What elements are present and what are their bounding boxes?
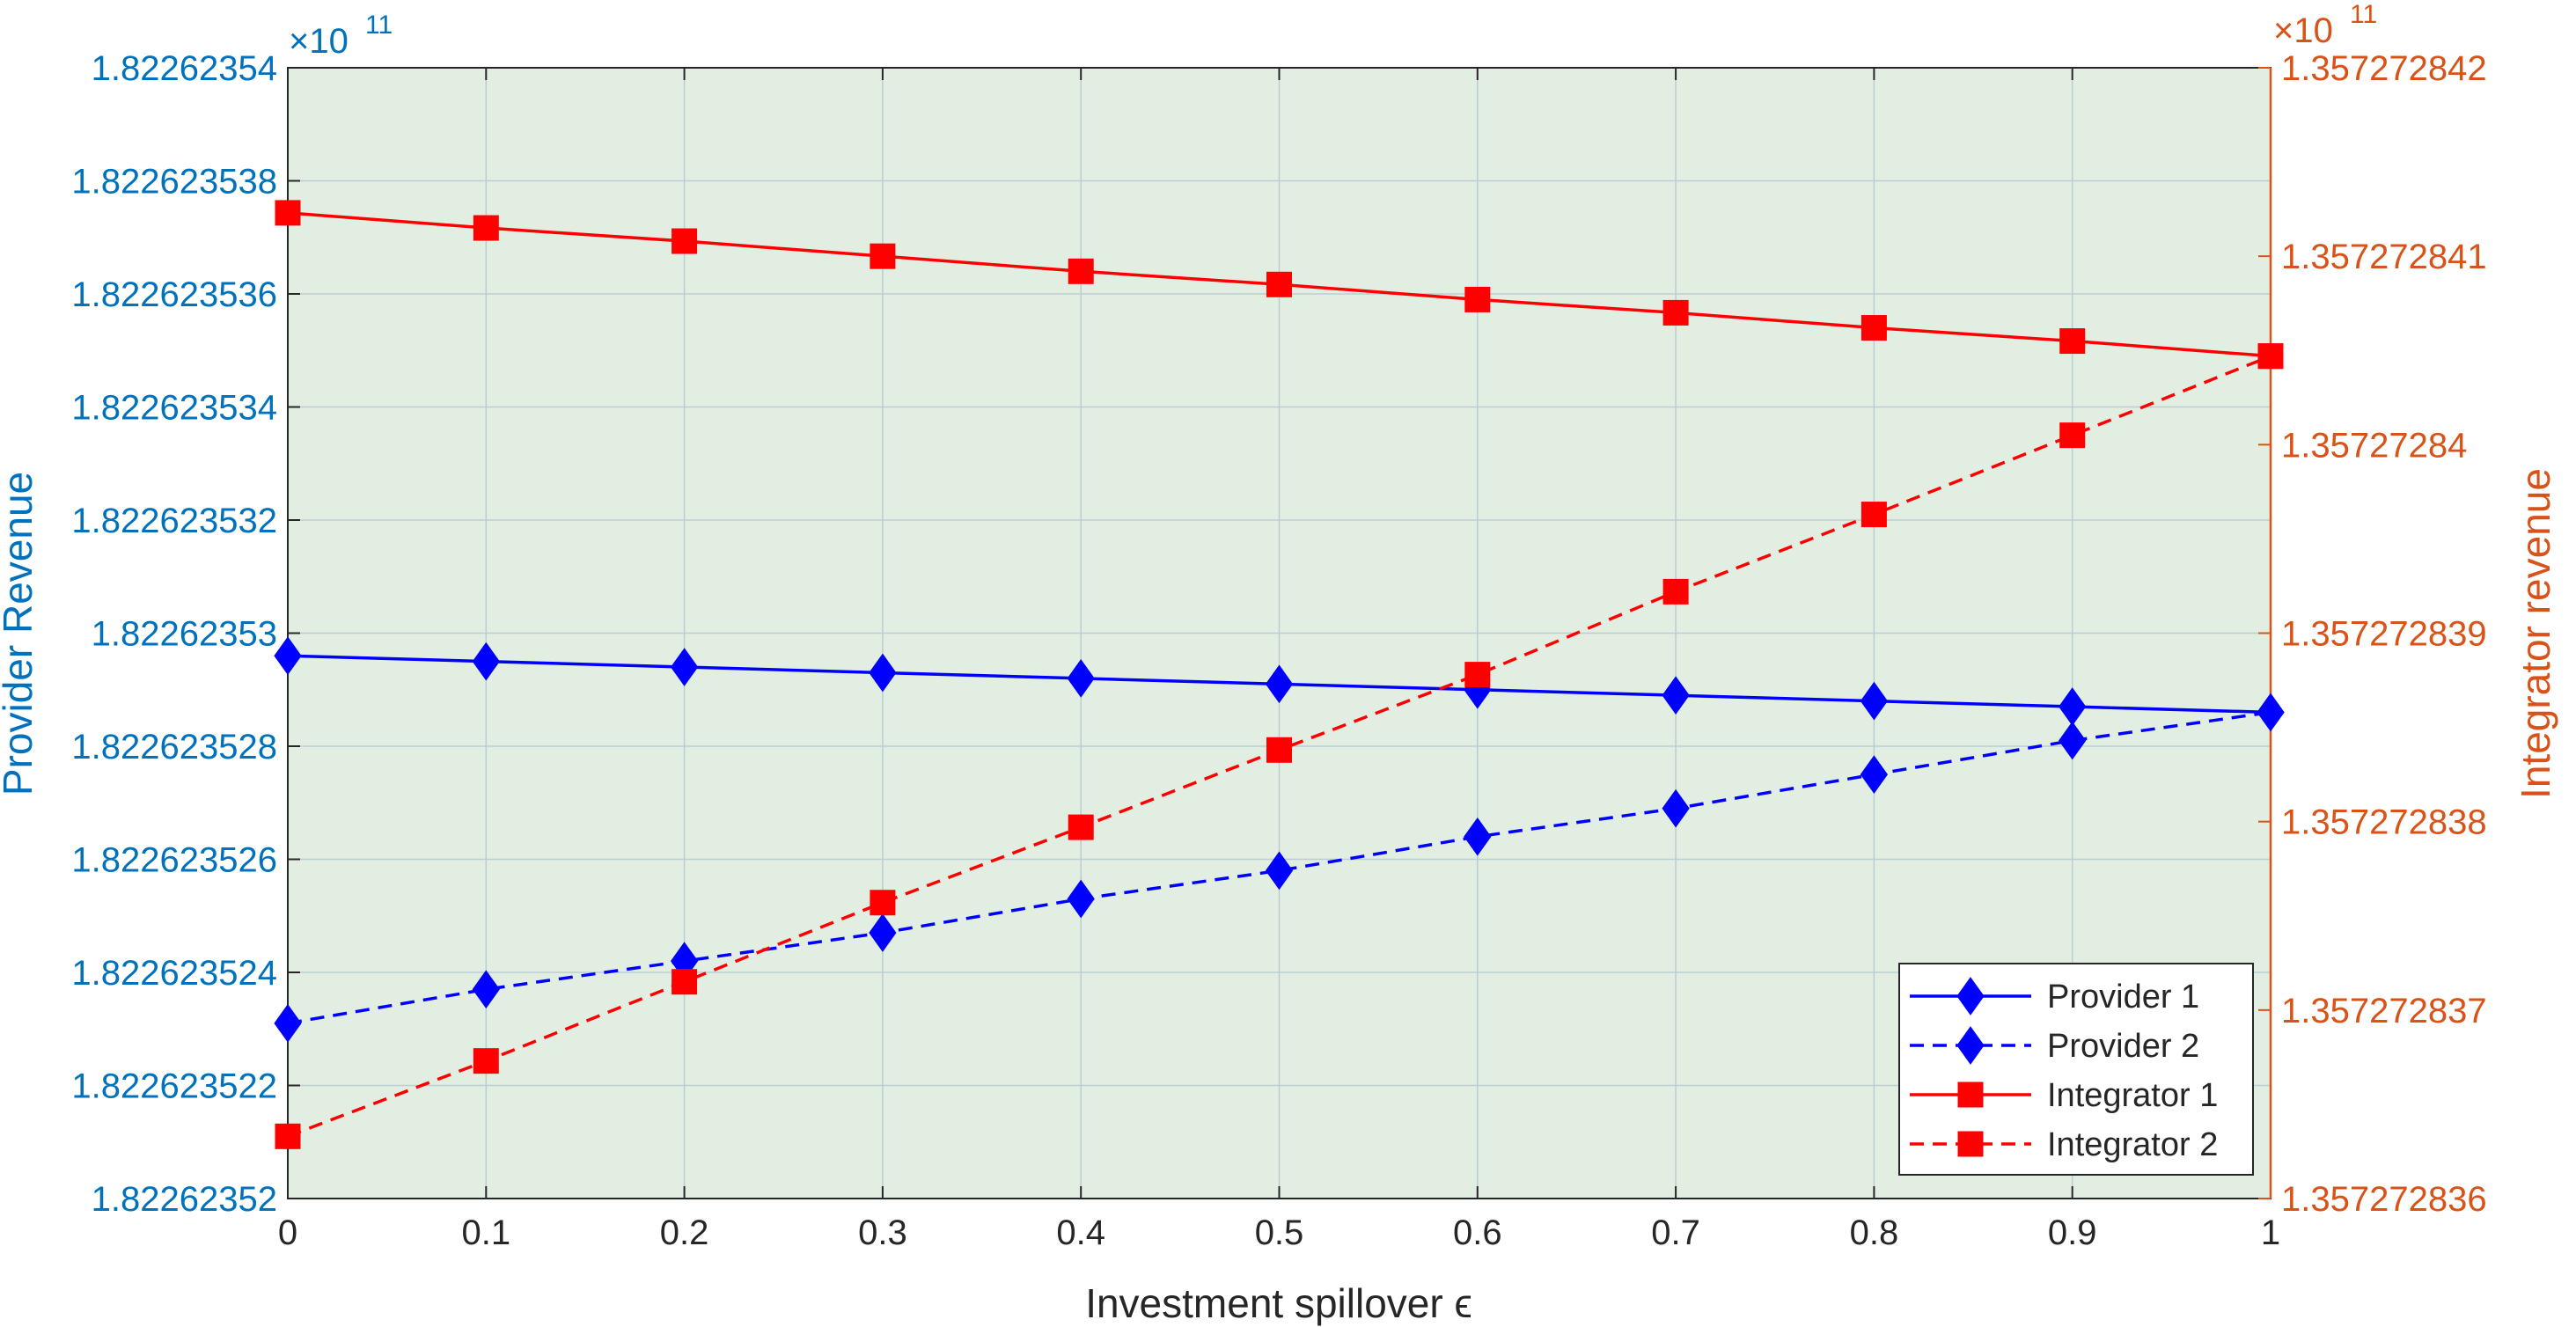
y-left-tick-label: 1.822623528 — [71, 728, 277, 766]
legend-item-provider-2: Provider 2 — [1910, 1026, 2199, 1065]
data-point-provider-1 — [1860, 681, 1889, 721]
data-point-provider-2 — [2257, 693, 2285, 732]
y-right-axis-label: Integrator revenue — [2513, 468, 2558, 799]
y-right-tick-label: 1.357272836 — [2281, 1180, 2487, 1219]
data-point-provider-1 — [274, 636, 302, 676]
data-point-integrator-1 — [1860, 315, 1887, 341]
data-point-integrator-2 — [275, 1123, 301, 1149]
data-point-provider-1 — [472, 642, 500, 681]
right-exponent-base: ×10 — [2273, 11, 2333, 50]
data-point-provider-2 — [2059, 721, 2087, 760]
data-point-integrator-1 — [1266, 271, 1292, 297]
y-left-axis-label: Provider Revenue — [0, 472, 40, 795]
data-point-integrator-2 — [870, 890, 896, 916]
legend-item-integrator-2: Integrator 2 — [1910, 1126, 2218, 1163]
series-provider-2 — [274, 693, 2285, 1043]
data-point-integrator-2 — [672, 969, 698, 995]
data-point-provider-2 — [1067, 879, 1095, 919]
data-point-integrator-1 — [1464, 286, 1491, 312]
series-line-provider-2 — [287, 710, 2271, 1025]
data-point-integrator-2 — [1662, 578, 1689, 605]
x-tick-label: 0 — [278, 1213, 297, 1252]
y-right-tick-label: 1.357272837 — [2281, 992, 2487, 1030]
data-point-integrator-2 — [1266, 737, 1292, 763]
data-point-integrator-1 — [870, 243, 896, 269]
data-point-integrator-1 — [1068, 258, 1094, 284]
series-integrator-2 — [275, 343, 2284, 1149]
data-point-integrator-2 — [2257, 343, 2284, 370]
legend-marker — [1956, 1026, 1985, 1065]
y-left-tick-label: 1.822623532 — [71, 502, 277, 540]
axes: 0 0.1 0.2 0.3 0.4 0.5 0.6 0.7 0.8 0.9 1 1.82262352 1… — [71, 49, 2486, 1252]
left-exponent-label: ×10 11 — [289, 11, 393, 61]
data-point-provider-2 — [1464, 817, 1492, 856]
y-right-tick-label: 1.357272838 — [2281, 803, 2487, 842]
data-point-provider-1 — [869, 653, 897, 693]
y-left-tick-label: 1.82262354 — [92, 49, 277, 88]
y-right-tick-label: 1.357272839 — [2281, 615, 2487, 654]
legend-marker — [1956, 977, 1985, 1015]
data-point-integrator-2 — [473, 1048, 499, 1074]
x-tick-label: 0.6 — [1453, 1213, 1502, 1252]
data-point-provider-1 — [1265, 664, 1294, 704]
legend-marker — [1957, 1131, 1984, 1157]
x-tick-label: 0.3 — [858, 1213, 907, 1252]
y-left-tick-label: 1.82262353 — [92, 615, 277, 654]
data-point-provider-2 — [869, 913, 897, 952]
y-left-tick-label: 1.822623538 — [71, 163, 277, 202]
data-point-integrator-1 — [2059, 328, 2086, 355]
y-right-tick-label: 1.357272841 — [2281, 238, 2487, 276]
x-tick-label: 0.9 — [2048, 1213, 2097, 1252]
data-point-provider-2 — [1662, 788, 1690, 828]
y-right-tick-label: 1.357272842 — [2281, 49, 2487, 88]
x-tick-label: 0.8 — [1850, 1213, 1899, 1252]
x-axis-label: Investment spillover ϵ — [1085, 1280, 1472, 1326]
x-tick-label: 1 — [2261, 1213, 2280, 1252]
data-point-integrator-1 — [672, 228, 698, 254]
y-left-tick-label: 1.82262352 — [92, 1180, 277, 1219]
legend-label: Integrator 2 — [2047, 1126, 2218, 1163]
y-left-tick-label: 1.822623524 — [71, 954, 277, 993]
data-point-integrator-2 — [1068, 814, 1094, 840]
x-tick-label: 0.1 — [461, 1213, 510, 1252]
y-left-tick-label: 1.822623534 — [71, 389, 277, 428]
x-tick-label: 0.4 — [1056, 1213, 1105, 1252]
data-point-integrator-1 — [275, 200, 301, 226]
data-point-provider-1 — [1662, 676, 1690, 715]
legend: Provider 1 Provider 2 Integrator 1 Integrat… — [1898, 963, 2254, 1176]
data-point-integrator-1 — [473, 215, 499, 241]
legend-label: Provider 1 — [2047, 979, 2199, 1015]
data-point-provider-1 — [670, 648, 699, 686]
data-point-integrator-2 — [1464, 662, 1491, 688]
left-exponent-base: ×10 — [289, 22, 349, 61]
left-exponent-power: 11 — [365, 11, 393, 40]
legend-label: Provider 2 — [2047, 1028, 2199, 1065]
legend-label: Integrator 1 — [2047, 1077, 2218, 1114]
data-point-provider-2 — [1265, 851, 1294, 891]
legend-marker — [1957, 1081, 1984, 1108]
right-exponent-label: ×10 11 — [2273, 0, 2377, 50]
data-point-provider-2 — [472, 970, 500, 1009]
y-left-tick-label: 1.822623526 — [71, 841, 277, 880]
data-point-integrator-2 — [1860, 502, 1887, 528]
data-point-provider-1 — [1067, 659, 1095, 698]
y-left-tick-label: 1.822623536 — [71, 275, 277, 314]
x-tick-label: 0.5 — [1255, 1213, 1304, 1252]
legend-item-integrator-1: Integrator 1 — [1910, 1077, 2218, 1114]
data-point-integrator-1 — [1662, 299, 1689, 326]
data-point-integrator-2 — [2059, 422, 2086, 449]
x-tick-label: 0.7 — [1651, 1213, 1700, 1252]
data-point-provider-2 — [274, 1003, 302, 1043]
y-right-tick-label: 1.35727284 — [2281, 426, 2467, 465]
legend-item-provider-1: Provider 1 — [1910, 977, 2199, 1015]
y-left-tick-label: 1.822623522 — [71, 1067, 277, 1106]
data-series — [274, 200, 2285, 1149]
data-point-provider-2 — [1860, 755, 1889, 794]
right-exponent-power: 11 — [2350, 0, 2377, 29]
x-tick-label: 0.2 — [660, 1213, 709, 1252]
